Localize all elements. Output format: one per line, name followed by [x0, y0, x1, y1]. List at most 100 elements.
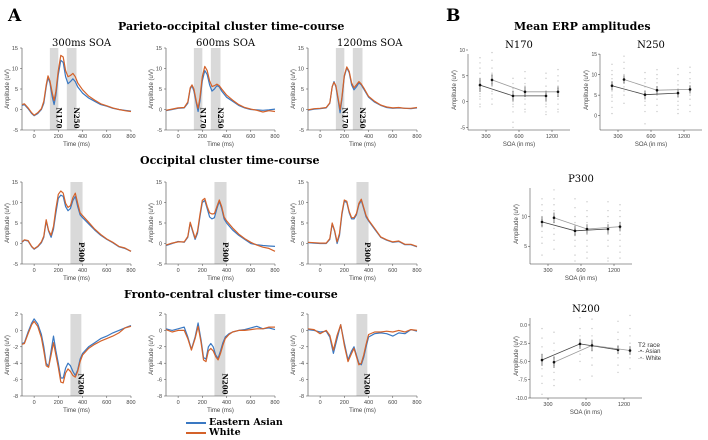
raw-data-point [677, 104, 679, 107]
x-tick-label: 0 [33, 134, 36, 140]
x-tick-label: 600 [388, 134, 397, 140]
y-tick-label: -5 [157, 262, 162, 268]
erp-plot-fronto-central-600: -8 -6 -4 -2 0 2 0 200 400 600 800 Time (ms) Amplitud… [149, 312, 280, 414]
raw-data-point [574, 239, 576, 241]
legend-label-eastern-asian: Eastern Asian [209, 417, 283, 428]
raw-data-point [677, 73, 679, 76]
raw-data-point [629, 342, 631, 344]
panel-b-letter: B [446, 6, 461, 26]
raw-data-point [644, 110, 646, 113]
y-tick-label: 5 [301, 221, 304, 227]
raw-data-point [524, 82, 526, 85]
x-tick-label: 400 [78, 268, 87, 274]
raw-data-point [524, 103, 526, 105]
series-line-white [21, 190, 132, 252]
mean-point-white [590, 344, 594, 347]
x-tick-label: 600 [514, 134, 523, 140]
y-axis-label: Amplitude (uV) [149, 69, 155, 109]
y-tick-label: 5 [301, 87, 304, 93]
raw-data-point [557, 85, 559, 87]
x-tick-label: 600 [388, 400, 397, 406]
x-tick-label: 600 [576, 268, 585, 274]
y-tick-label: 10 [12, 67, 18, 73]
section-title-fronto-central: Fronto-central cluster time-course [124, 288, 338, 301]
erp-plot-parieto-occipital-1200: -5 0 5 10 15 0 200 400 600 800 Time (ms) Amplitude … [291, 46, 422, 148]
raw-data-point [623, 86, 625, 88]
mean-point-white [552, 216, 556, 220]
legend-item-asian: -•- Asian [638, 349, 661, 356]
raw-data-point [617, 364, 619, 366]
mean-point-white [556, 90, 560, 94]
raw-data-point [591, 335, 593, 337]
y-tick-label: 0 [159, 108, 162, 114]
y-tick-label: 15 [591, 52, 597, 58]
raw-data-point [607, 260, 609, 262]
raw-data-point [677, 84, 679, 86]
x-axis-label: SOA (in ms) [570, 410, 602, 416]
x-tick-label: 0 [177, 400, 180, 406]
raw-data-point [512, 77, 514, 80]
soa-title-1200: 1200ms SOA [337, 38, 403, 49]
mean-point-asian [606, 227, 610, 231]
y-tick-label: -4 [13, 361, 18, 367]
raw-data-point [644, 98, 646, 100]
mean-point-white [618, 225, 622, 228]
x-tick-label: 0 [33, 268, 36, 274]
raw-data-point [656, 104, 658, 107]
raw-data-point [611, 96, 613, 98]
raw-data-point [541, 236, 543, 239]
series-line-white [21, 320, 132, 384]
x-tick-label: 800 [412, 134, 421, 140]
y-tick-label: 0 [462, 100, 465, 106]
raw-data-point [545, 100, 547, 103]
raw-data-point [491, 93, 493, 95]
raw-data-point [619, 251, 621, 253]
mean-point-white [490, 78, 494, 82]
analysis-window-n250 [210, 48, 221, 130]
raw-data-point [579, 327, 581, 330]
window-label-n200: N200 [220, 373, 229, 394]
y-tick-label: 15 [156, 46, 162, 52]
raw-data-point [545, 85, 547, 87]
x-tick-label: 600 [581, 402, 590, 408]
mean-point-asian [610, 84, 614, 87]
raw-data-point [586, 221, 588, 224]
raw-data-point [553, 239, 555, 241]
erp-plot-fronto-central-300: -8 -6 -4 -2 0 2 0 200 400 600 800 Time (ms) Amplitud… [5, 312, 136, 414]
raw-data-point [591, 364, 593, 366]
x-tick-label: 1200 [608, 268, 620, 274]
analysis-window-n250 [352, 48, 363, 130]
mean-point-white [552, 360, 556, 364]
raw-data-point [479, 98, 481, 100]
y-tick-label: -5 [299, 262, 304, 268]
y-tick-label: -2 [299, 345, 304, 351]
x-tick-label: 800 [270, 400, 279, 406]
raw-data-point [491, 72, 493, 74]
raw-data-point [545, 72, 547, 74]
raw-data-point [557, 75, 559, 77]
raw-data-point [689, 66, 691, 68]
raw-data-point [479, 93, 481, 95]
raw-data-point [574, 221, 576, 224]
series-line-white [21, 54, 132, 116]
raw-data-point [574, 215, 576, 218]
x-tick-label: 800 [126, 134, 135, 140]
raw-data-point [644, 78, 646, 80]
x-axis-label: Time (ms) [207, 142, 234, 148]
raw-data-point [479, 67, 481, 69]
series-line-white [165, 197, 276, 252]
x-tick-label: 600 [102, 268, 111, 274]
raw-data-point [617, 338, 619, 341]
x-tick-label: 400 [364, 400, 373, 406]
y-tick-label: -2 [13, 345, 18, 351]
y-tick-label: 0 [301, 108, 304, 114]
y-axis-label: Amplitude (uV) [149, 335, 155, 375]
x-tick-label: 600 [102, 134, 111, 140]
y-tick-label: 10 [298, 201, 304, 207]
y-tick-label: 0 [301, 328, 304, 334]
mean-plot-n250: N250 0 5 10 15 300 600 1200 SOA (in ms) Amplitude… [584, 40, 702, 148]
raw-data-point [677, 108, 679, 111]
raw-data-point [541, 327, 543, 330]
raw-data-point [491, 67, 493, 69]
raw-data-point [491, 90, 493, 92]
